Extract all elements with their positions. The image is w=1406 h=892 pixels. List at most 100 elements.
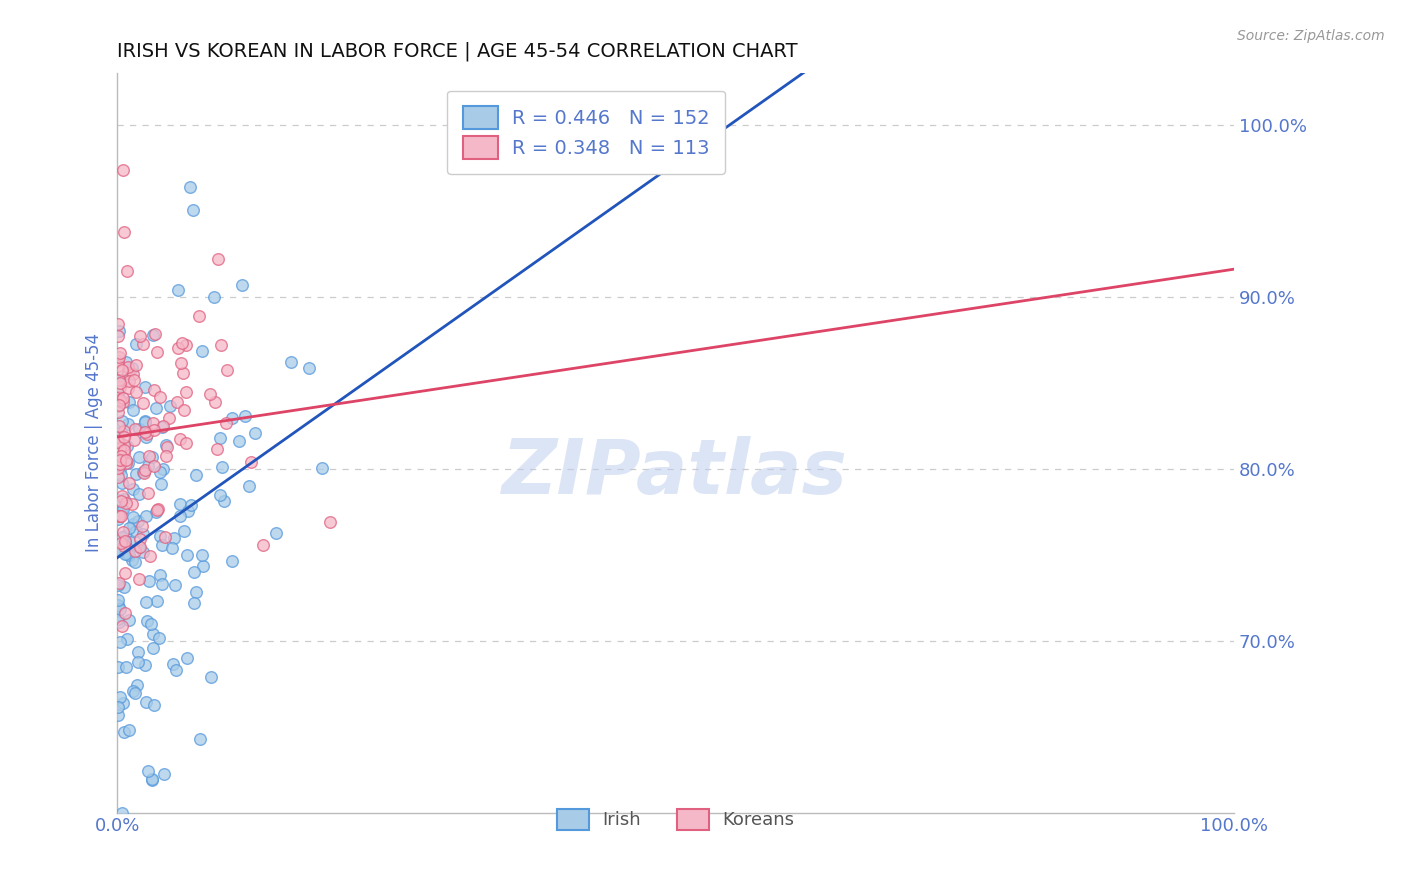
Point xyxy=(162,657,184,671)
Point xyxy=(108,325,131,339)
Point xyxy=(114,566,136,580)
Point xyxy=(111,489,134,503)
Point xyxy=(112,163,135,178)
Legend: Irish, Koreans: Irish, Koreans xyxy=(543,795,808,844)
Point xyxy=(202,290,225,304)
Point xyxy=(174,338,197,352)
Point xyxy=(173,524,195,539)
Point xyxy=(134,414,156,428)
Point xyxy=(165,663,187,677)
Point xyxy=(122,516,145,531)
Point xyxy=(108,350,131,364)
Point xyxy=(142,626,165,640)
Point xyxy=(132,395,155,409)
Point xyxy=(176,385,198,400)
Point xyxy=(107,612,129,626)
Point xyxy=(240,455,263,469)
Point xyxy=(160,541,183,556)
Text: Source: ZipAtlas.com: Source: ZipAtlas.com xyxy=(1237,29,1385,43)
Point xyxy=(127,644,149,658)
Point xyxy=(112,226,135,240)
Point xyxy=(122,403,145,417)
Point xyxy=(215,363,238,377)
Point xyxy=(128,532,150,546)
Point xyxy=(155,449,177,463)
Point xyxy=(280,354,302,368)
Point xyxy=(163,531,186,545)
Point xyxy=(181,203,204,218)
Point xyxy=(115,456,138,470)
Point xyxy=(117,632,139,647)
Text: ZIPatlas: ZIPatlas xyxy=(502,435,848,509)
Point xyxy=(134,467,156,481)
Point xyxy=(124,555,146,569)
Point xyxy=(107,659,129,673)
Point xyxy=(135,595,157,609)
Point xyxy=(132,527,155,541)
Point xyxy=(107,435,129,450)
Point xyxy=(138,449,160,463)
Point xyxy=(131,545,153,559)
Point xyxy=(117,380,139,394)
Point xyxy=(169,433,191,447)
Point xyxy=(112,430,135,444)
Point xyxy=(198,386,221,401)
Point xyxy=(128,487,150,501)
Point xyxy=(110,425,132,439)
Point xyxy=(107,317,129,331)
Point xyxy=(107,708,129,723)
Point xyxy=(111,696,134,710)
Point xyxy=(107,359,129,374)
Point xyxy=(107,599,129,613)
Point xyxy=(115,547,138,561)
Point xyxy=(117,456,139,470)
Point xyxy=(122,684,145,698)
Point xyxy=(129,329,152,343)
Point xyxy=(142,640,165,655)
Point xyxy=(112,425,135,439)
Point xyxy=(207,442,229,456)
Point xyxy=(122,482,145,496)
Point xyxy=(111,524,134,539)
Point xyxy=(150,477,173,491)
Point xyxy=(176,503,198,517)
Point xyxy=(141,772,163,786)
Point xyxy=(107,544,129,558)
Point xyxy=(112,724,135,739)
Point xyxy=(150,577,173,591)
Point xyxy=(112,502,135,516)
Point xyxy=(176,548,198,562)
Point xyxy=(108,457,131,471)
Point xyxy=(107,470,129,484)
Point xyxy=(122,433,145,447)
Point xyxy=(128,572,150,586)
Point xyxy=(169,509,191,524)
Point xyxy=(117,521,139,535)
Point xyxy=(108,541,131,556)
Point xyxy=(110,493,132,508)
Point xyxy=(111,619,134,633)
Point xyxy=(152,461,174,475)
Point xyxy=(108,635,131,649)
Point xyxy=(114,533,136,548)
Point xyxy=(238,479,260,493)
Point xyxy=(107,461,129,475)
Point xyxy=(174,436,197,450)
Point xyxy=(117,417,139,431)
Point xyxy=(117,476,139,491)
Point xyxy=(146,345,169,359)
Point xyxy=(108,418,131,433)
Point xyxy=(107,699,129,714)
Point xyxy=(150,420,173,434)
Point xyxy=(112,438,135,452)
Point xyxy=(173,403,195,417)
Point xyxy=(117,541,139,556)
Point xyxy=(110,690,132,705)
Point xyxy=(136,486,159,500)
Point xyxy=(108,452,131,467)
Point xyxy=(172,366,194,380)
Point xyxy=(170,356,193,370)
Y-axis label: In Labor Force | Age 45-54: In Labor Force | Age 45-54 xyxy=(86,334,103,552)
Point xyxy=(115,263,138,277)
Point xyxy=(143,459,166,474)
